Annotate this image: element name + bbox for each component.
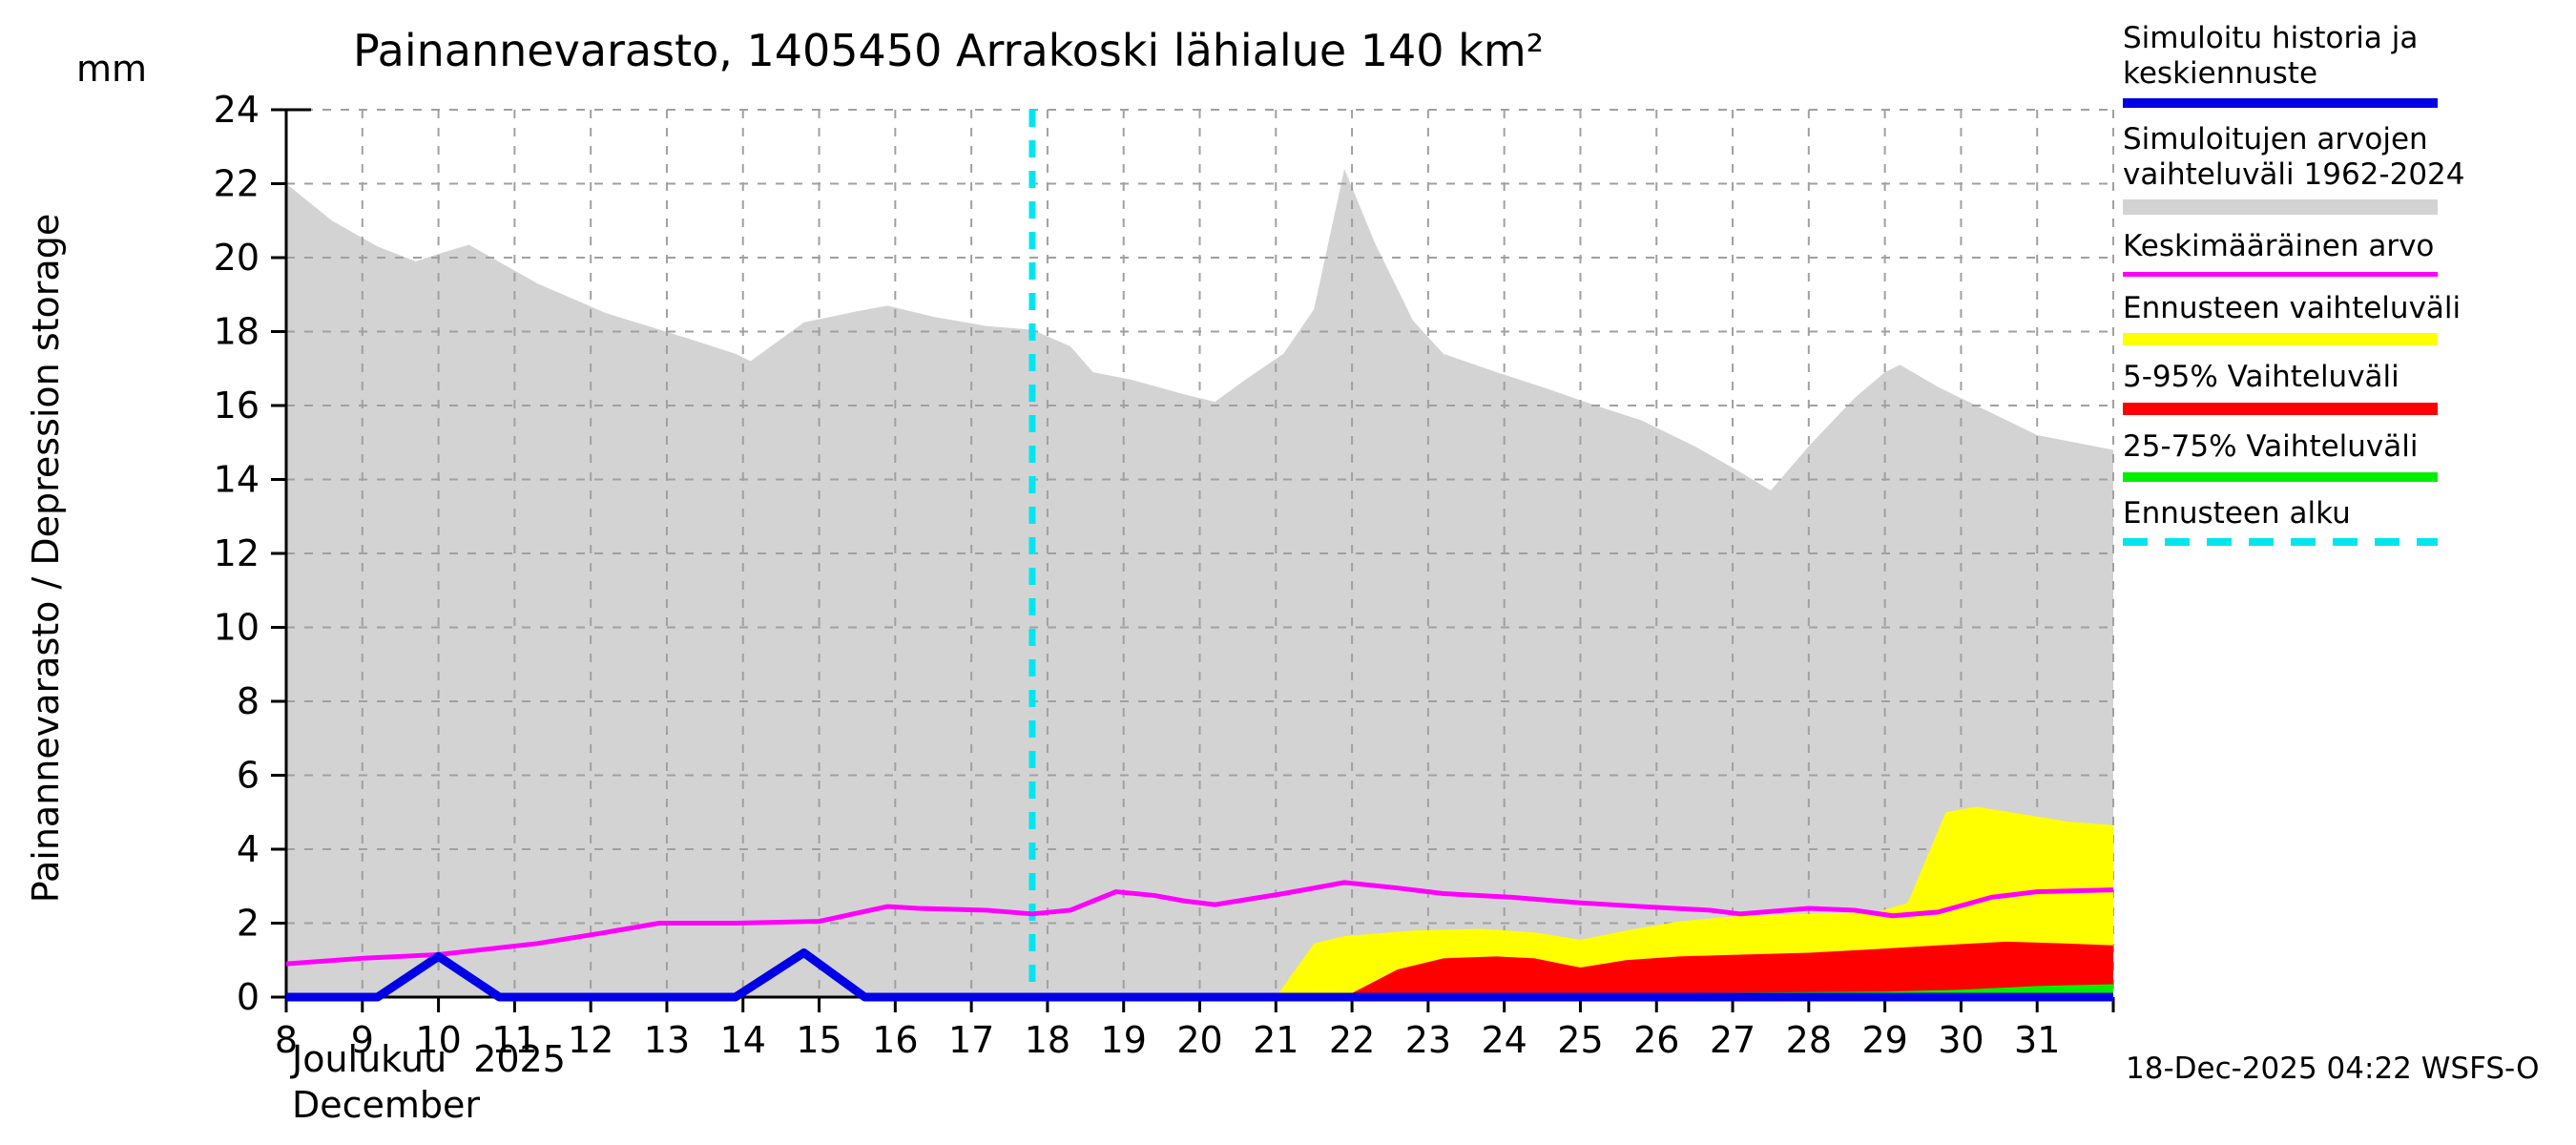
y-tick-label: 20 [214, 237, 260, 279]
y-tick-label: 4 [237, 828, 260, 870]
y-axis-unit: mm [76, 48, 148, 90]
chart-title: Painannevarasto, 1405450 Arrakoski lähia… [353, 25, 1545, 76]
x-tick-label: 19 [1101, 1019, 1147, 1061]
legend-item-0: Simuloitu historia ja keskiennuste [2123, 21, 2495, 109]
legend-label: Simuloitu historia ja keskiennuste [2123, 21, 2419, 91]
month-name-fi: Joulukuu [292, 1038, 447, 1080]
y-tick-label: 6 [237, 755, 260, 797]
x-tick-label: 12 [568, 1019, 613, 1061]
legend-item-6: Ennusteen alku [2123, 496, 2495, 547]
x-tick-label: 11 [491, 1019, 537, 1061]
legend-item-4: 5-95% Vaihteluväli [2123, 360, 2495, 416]
y-tick-label: 10 [214, 607, 260, 649]
x-tick-label: 31 [2014, 1019, 2060, 1061]
x-tick-label: 22 [1329, 1019, 1375, 1061]
legend-swatch-bar [2123, 199, 2438, 216]
x-tick-label: 14 [720, 1019, 766, 1061]
y-tick-label: 12 [214, 532, 260, 574]
legend-swatch-bar [2123, 98, 2438, 109]
legend-swatch-bar [2123, 333, 2438, 346]
y-tick-label: 14 [214, 459, 260, 501]
legend-swatch-bar [2123, 403, 2438, 416]
x-tick-label: 24 [1481, 1019, 1527, 1061]
timestamp: 18-Dec-2025 04:22 WSFS-O [2126, 1051, 2540, 1086]
p5-95-upper-band [1344, 941, 2113, 997]
x-tick-label: 26 [1633, 1019, 1679, 1061]
y-tick-label: 22 [214, 163, 260, 205]
mean-value-line [285, 880, 2114, 967]
x-axis-month-label-en: December [292, 1084, 481, 1126]
x-tick-label: 20 [1176, 1019, 1222, 1061]
y-tick-label: 16 [214, 385, 260, 427]
y-tick-label: 2 [237, 903, 260, 945]
y-tick-label: 8 [237, 680, 260, 722]
x-tick-label: 21 [1253, 1019, 1298, 1061]
x-tick-label: 27 [1710, 1019, 1755, 1061]
x-tick-label: 29 [1861, 1019, 1907, 1061]
x-tick-label: 15 [796, 1019, 841, 1061]
y-tick-label: 24 [214, 89, 260, 131]
y-tick-label: 18 [214, 311, 260, 353]
legend-label: Ennusteen alku [2123, 495, 2351, 531]
legend-swatch-line [2123, 271, 2438, 277]
x-tick-label: 28 [1786, 1019, 1832, 1061]
x-tick-label: 10 [415, 1019, 461, 1061]
x-tick-label: 16 [872, 1019, 918, 1061]
x-tick-label: 23 [1405, 1019, 1451, 1061]
legend-item-1: Simuloitujen arvojen vaihteluväli 1962-2… [2123, 122, 2495, 216]
legend-swatch-dashed [2123, 538, 2438, 547]
legend-label: Ennusteen vaihteluväli [2123, 290, 2462, 325]
legend: Simuloitu historia ja keskiennuste Simulo… [2123, 21, 2495, 547]
x-tick-label: 8 [275, 1019, 298, 1061]
legend-label: 25-75% Vaihteluväli [2123, 429, 2419, 465]
legend-label: 5-95% Vaihteluväli [2123, 360, 2399, 395]
legend-item-5: 25-75% Vaihteluväli [2123, 429, 2495, 482]
x-tick-label: 30 [1938, 1019, 1984, 1061]
sim-history-and-mean-forecast-line [286, 948, 2113, 1002]
x-axis-month-label: Joulukuu 2025 [292, 1038, 566, 1080]
x-tick-label: 17 [948, 1019, 994, 1061]
x-tick-label: 25 [1557, 1019, 1603, 1061]
legend-item-3: Ennusteen vaihteluväli [2123, 291, 2495, 346]
y-axis-label: Painannevarasto / Depression storage [25, 213, 67, 904]
legend-item-2: Keskimääräinen arvo [2123, 229, 2495, 277]
year-label: 2025 [473, 1038, 566, 1080]
legend-label: Simuloitujen arvojen vaihteluväli 1962-2… [2123, 122, 2465, 192]
legend-label: Keskimääräinen arvo [2123, 229, 2435, 264]
x-tick-label: 9 [351, 1019, 374, 1061]
x-tick-label: 18 [1025, 1019, 1070, 1061]
legend-swatch-bar [2123, 471, 2438, 482]
x-tick-label: 13 [644, 1019, 690, 1061]
y-tick-label: 0 [237, 976, 260, 1018]
